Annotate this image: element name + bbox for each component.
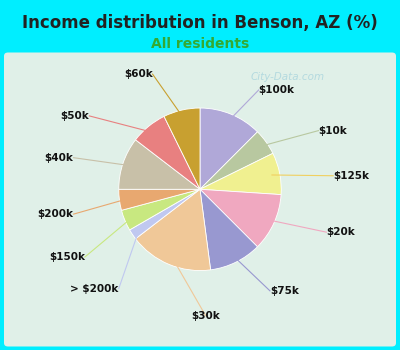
Text: $50k: $50k bbox=[61, 111, 90, 121]
Text: $30k: $30k bbox=[191, 311, 220, 321]
Wedge shape bbox=[164, 108, 200, 189]
Text: $10k: $10k bbox=[318, 126, 347, 135]
Text: $20k: $20k bbox=[326, 227, 355, 237]
FancyBboxPatch shape bbox=[4, 52, 396, 346]
Text: $75k: $75k bbox=[270, 286, 299, 296]
Text: $100k: $100k bbox=[259, 85, 295, 95]
Text: $60k: $60k bbox=[124, 69, 153, 79]
Wedge shape bbox=[122, 189, 200, 230]
Text: $200k: $200k bbox=[38, 209, 74, 219]
Wedge shape bbox=[119, 140, 200, 189]
Wedge shape bbox=[136, 189, 211, 271]
Wedge shape bbox=[200, 189, 281, 247]
Text: City-Data.com: City-Data.com bbox=[251, 72, 325, 82]
Text: $150k: $150k bbox=[49, 252, 85, 262]
Text: Income distribution in Benson, AZ (%): Income distribution in Benson, AZ (%) bbox=[22, 14, 378, 32]
Wedge shape bbox=[200, 189, 258, 270]
Wedge shape bbox=[200, 108, 258, 189]
Wedge shape bbox=[119, 189, 200, 210]
Wedge shape bbox=[136, 117, 200, 189]
Text: $125k: $125k bbox=[333, 171, 369, 181]
Text: $40k: $40k bbox=[45, 153, 74, 163]
Wedge shape bbox=[200, 132, 273, 189]
Wedge shape bbox=[200, 153, 281, 195]
Wedge shape bbox=[130, 189, 200, 239]
Text: > $200k: > $200k bbox=[70, 284, 119, 294]
Text: All residents: All residents bbox=[151, 37, 249, 51]
